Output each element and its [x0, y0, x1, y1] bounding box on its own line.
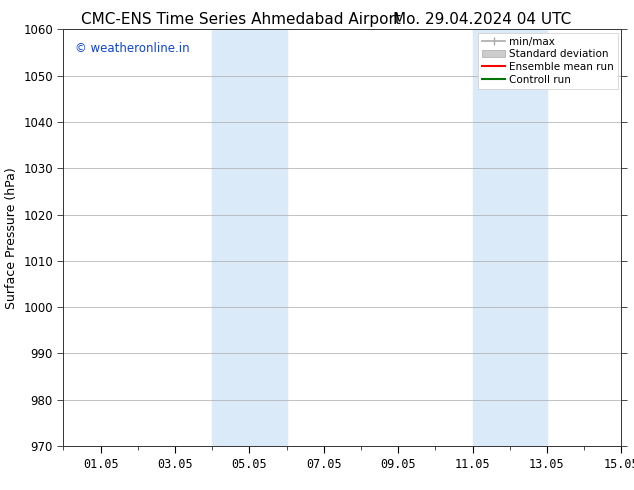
Text: © weatheronline.in: © weatheronline.in [75, 42, 189, 55]
Bar [472, 29, 547, 446]
Y-axis label: Surface Pressure (hPa): Surface Pressure (hPa) [4, 167, 18, 309]
Legend: min/max, Standard deviation, Ensemble mean run, Controll run: min/max, Standard deviation, Ensemble me… [478, 32, 618, 89]
Text: CMC-ENS Time Series Ahmedabad Airport: CMC-ENS Time Series Ahmedabad Airport [81, 12, 401, 27]
Bar [212, 29, 287, 446]
Text: Mo. 29.04.2024 04 UTC: Mo. 29.04.2024 04 UTC [392, 12, 571, 27]
